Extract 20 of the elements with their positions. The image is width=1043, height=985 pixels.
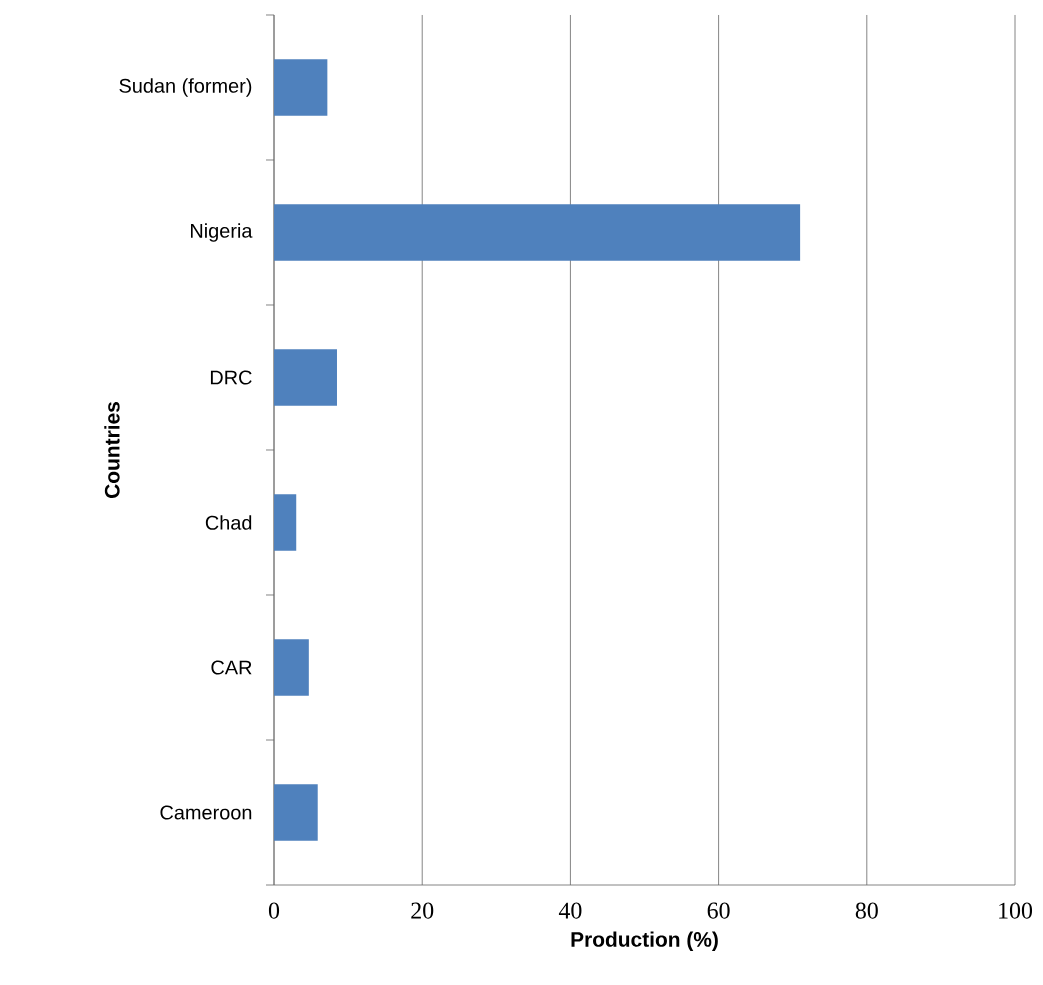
bar: [274, 639, 309, 696]
bar: [274, 204, 801, 261]
y-tick-label: Sudan (former): [119, 78, 252, 97]
x-tick-label: 0: [268, 902, 280, 919]
y-tick-label: Nigeria: [191, 223, 253, 242]
bar: [274, 349, 337, 406]
x-tick-label: 80: [855, 902, 878, 919]
x-tick-label: 40: [558, 902, 582, 919]
y-tick-label: Chad: [205, 515, 252, 530]
y-axis-title: Countries: [104, 402, 120, 498]
x-axis-title: Production (%): [571, 931, 718, 951]
x-tick-label: 20: [411, 902, 434, 919]
bar: [274, 784, 318, 841]
y-tick-label: DRC: [210, 370, 252, 385]
y-tick-label: Cameroon: [160, 805, 252, 820]
bar: [274, 59, 328, 116]
y-tick-label: CAR: [211, 660, 252, 675]
x-tick-label: 100: [999, 902, 1033, 919]
x-tick-label: 60: [707, 902, 730, 919]
bar: [274, 494, 297, 551]
